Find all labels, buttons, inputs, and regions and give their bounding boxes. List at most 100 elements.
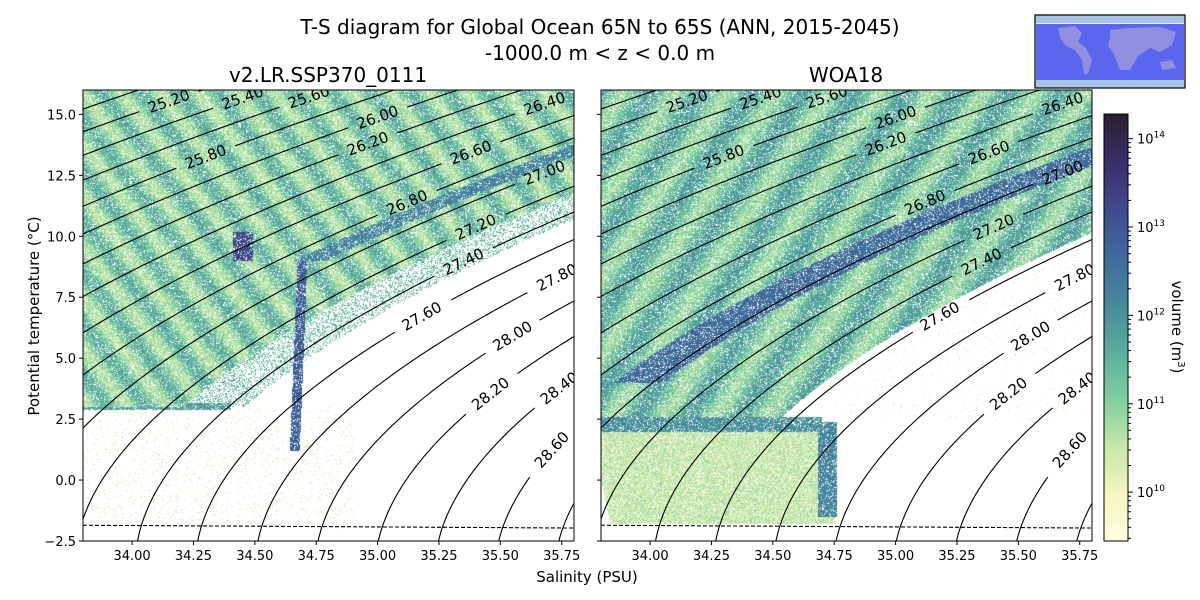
- isopycnal-contour: [601, 90, 723, 133]
- map-frame: [1034, 14, 1186, 89]
- isopycnal-contour: [601, 90, 1042, 265]
- x-tick-label: 34.50: [754, 549, 791, 564]
- contour-label: 25.80: [700, 141, 747, 173]
- isopycnal-contour: [83, 90, 460, 235]
- x-tick-label: 34.75: [298, 549, 335, 564]
- isopycnal-contour: [601, 185, 1092, 520]
- isopycnal-contour: [83, 114, 574, 334]
- isopycnal-contour: [1076, 502, 1092, 541]
- histogram-woa18: [601, 90, 1092, 541]
- y-tick-label: 0.0: [55, 474, 76, 489]
- freezing-line: [601, 524, 1092, 529]
- x-tick-label: 35.00: [877, 549, 914, 564]
- contour-label: 28.00: [1008, 317, 1054, 355]
- region-map-inset: [1034, 14, 1186, 89]
- colorbar-gradient: [1104, 114, 1128, 541]
- x-tick-label: 35.25: [420, 549, 457, 564]
- contour-label: 27.40: [440, 244, 487, 279]
- isopycnal-contour: [601, 106, 798, 181]
- colorbar-tick-label: 1012: [1137, 307, 1165, 324]
- isopycnal-contour: [558, 502, 574, 541]
- x-tick-label: 34.50: [236, 549, 273, 564]
- x-tick-label: 35.75: [1061, 549, 1098, 564]
- y-tick-label: 7.5: [55, 291, 76, 306]
- contour-label: 26.20: [345, 128, 392, 160]
- isopycnal-contour: [83, 107, 214, 156]
- isopycnal-contour: [136, 211, 574, 541]
- contour-label: 26.40: [1039, 88, 1085, 119]
- contour-label: 27.00: [1039, 157, 1086, 189]
- histogram-model: [83, 90, 574, 541]
- contour-label: 25.20: [664, 86, 710, 117]
- map-polar-north: [1035, 15, 1185, 23]
- contour-label: 27.60: [917, 298, 963, 335]
- contour-label: 28.00: [490, 317, 536, 355]
- x-tick-label: 35.50: [1000, 549, 1037, 564]
- contour-label: 28.60: [1049, 428, 1091, 472]
- isopycnal-contour: [197, 238, 574, 541]
- isopycnal-contour: [835, 300, 1092, 541]
- y-axis-label: Potential temperature (°C): [25, 216, 43, 415]
- contour-label: 27.60: [399, 298, 445, 335]
- colorbar-tick-label: 1014: [1137, 131, 1165, 148]
- colorbar-frame: [1103, 113, 1129, 542]
- y-tick-label: 5.0: [55, 352, 76, 367]
- contour-label: 25.20: [146, 86, 192, 117]
- contour-label: 28.40: [1055, 368, 1100, 408]
- x-tick-label: 34.75: [816, 549, 853, 564]
- contour-label: 27.40: [958, 244, 1005, 279]
- contour-label: 27.80: [534, 260, 580, 295]
- isopycnal-contour: [83, 90, 205, 133]
- x-tick-label: 35.25: [938, 549, 975, 564]
- map-continents: [1058, 26, 1176, 74]
- isopycnal-contour: [257, 292, 528, 541]
- colorbar-tick-label: 1013: [1137, 219, 1165, 236]
- y-tick-label: 15.0: [47, 108, 76, 123]
- contour-label: 26.80: [384, 186, 431, 219]
- map-polar-south: [1035, 80, 1185, 88]
- contour-label: 26.80: [902, 186, 949, 219]
- isopycnal-contour: [955, 407, 1054, 541]
- isopycnal-contour: [83, 0, 574, 7]
- isopycnal-contour: [715, 238, 1092, 541]
- contour-label: 26.20: [863, 128, 910, 160]
- contour-label: 28.20: [468, 373, 513, 414]
- isopycnal-contour: [895, 336, 1092, 541]
- suptitle-line1: T-S diagram for Global Ocean 65N to 65S …: [299, 15, 899, 39]
- contour-label: 28.60: [531, 428, 573, 472]
- x-tick-label: 35.75: [543, 549, 580, 564]
- colorbar-label-sup: 3: [1175, 361, 1186, 367]
- x-tick-label: 34.00: [631, 549, 668, 564]
- x-tick-label: 34.25: [693, 549, 730, 564]
- contour-label: 27.20: [971, 210, 1018, 244]
- isopycnal-contour: [654, 211, 1092, 541]
- x-tick-label: 35.00: [359, 549, 396, 564]
- contour-label: 26.00: [354, 102, 400, 133]
- freezing-line: [83, 524, 574, 529]
- contour-label: 26.40: [521, 88, 567, 119]
- isopycnal-contour: [601, 137, 1092, 376]
- isopycnal-contour: [83, 137, 574, 376]
- isopycnal-contour: [317, 300, 574, 541]
- colorbar-ticks: 1010 1011 1012 1013 1014: [1128, 131, 1165, 539]
- isopycnal-contour: [83, 185, 574, 520]
- x-tick-label: 34.00: [113, 549, 150, 564]
- contour-label: 25.80: [182, 141, 229, 173]
- contour-label: 28.20: [986, 373, 1031, 414]
- colorbar-label: volume (m3): [1168, 280, 1186, 373]
- y-tick-label: 12.5: [47, 169, 76, 184]
- contour-label: 26.00: [872, 102, 918, 133]
- suptitle-line2: -1000.0 m < z < 0.0 m: [485, 41, 715, 65]
- panel-title-model: v2.LR.SSP370_0111: [229, 63, 427, 87]
- isopycnal-contour: [601, 90, 978, 235]
- isopycnal-contour: [601, 107, 732, 156]
- isopycnal-contour: [601, 114, 1092, 334]
- contour-label: 25.40: [737, 83, 783, 114]
- y-tick-label: 10.0: [47, 230, 76, 245]
- isopycnal-contour: [83, 106, 280, 181]
- isopycnal-contour: [601, 0, 1092, 7]
- colorbar-label-text: volume (m: [1168, 280, 1186, 361]
- colorbar-tick-label: 1011: [1137, 396, 1165, 413]
- contour-label: 26.60: [448, 137, 495, 169]
